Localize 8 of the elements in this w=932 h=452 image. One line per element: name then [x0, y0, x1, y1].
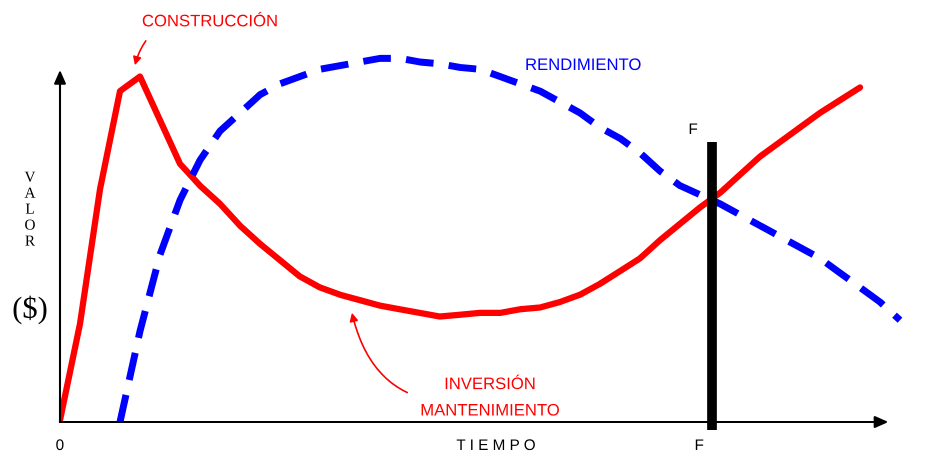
series-label: RENDIMIENTO — [526, 58, 641, 70]
text: 0 — [56, 439, 64, 450]
text: F — [696, 439, 704, 450]
annotation: INVERSIÓN MANTENIMIENTO — [422, 374, 559, 416]
x-axis-title: T I E M P O — [456, 439, 535, 450]
text: CONSTRUCCIÓN — [142, 12, 277, 26]
annotation: F — [690, 123, 698, 134]
text: VALOR ($) — [14, 172, 46, 324]
